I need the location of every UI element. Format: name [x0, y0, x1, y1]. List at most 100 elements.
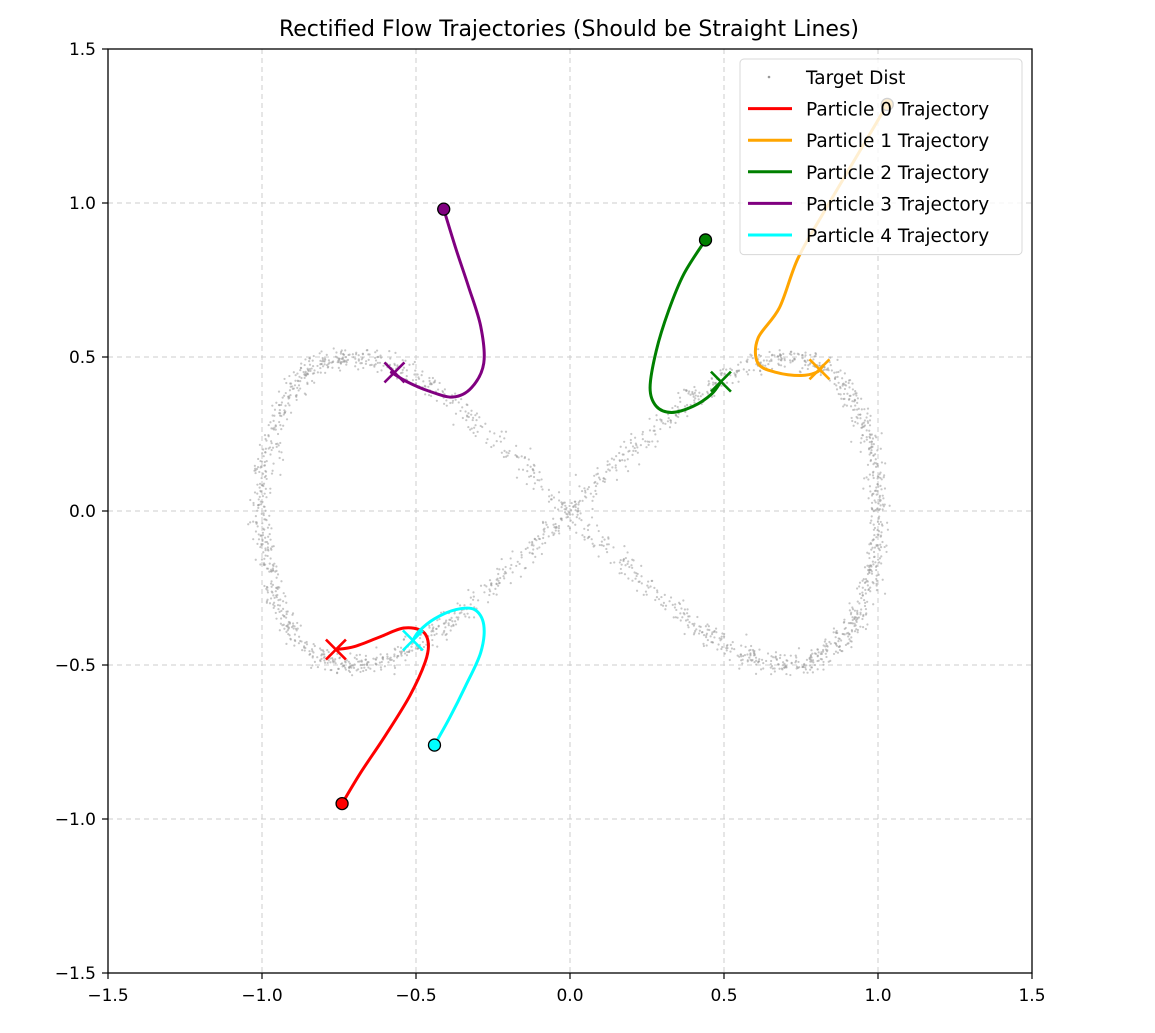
target-dist-point [604, 478, 607, 481]
target-dist-point [879, 447, 882, 450]
target-dist-point [660, 603, 663, 606]
target-dist-point [281, 614, 285, 617]
target-dist-point [788, 359, 792, 362]
target-dist-point [263, 492, 266, 495]
target-dist-point [884, 462, 887, 465]
target-dist-point [261, 472, 265, 475]
target-dist-point [860, 596, 863, 600]
axes-layer: −1.5 −1.0 −0.5 0.0 0.5 1.0 1.5−1.5−1.0−0.50.00… [55, 40, 1046, 1006]
target-dist-point [636, 446, 639, 449]
target-dist-point [445, 399, 448, 402]
target-dist-point [265, 460, 268, 463]
target-dist-point [869, 568, 873, 572]
target-dist-point [304, 374, 308, 377]
target-dist-point [361, 356, 364, 359]
target-dist-point [566, 515, 570, 519]
target-dist-point [470, 409, 473, 412]
target-dist-point [502, 575, 505, 578]
target-dist-point [337, 667, 340, 670]
target-dist-point [270, 585, 273, 588]
target-dist-point [470, 427, 473, 430]
target-dist-point [278, 408, 281, 412]
target-dist-point [593, 474, 596, 477]
target-dist-point [277, 390, 281, 393]
target-dist-point [762, 667, 765, 670]
target-dist-point [262, 455, 265, 458]
target-dist-point [279, 598, 282, 601]
target-dist-point [543, 530, 546, 533]
target-dist-point [516, 560, 519, 563]
target-dist-point [705, 632, 709, 635]
target-dist-point [357, 668, 360, 671]
target-dist-point [736, 369, 739, 372]
target-dist-point [364, 658, 367, 661]
target-dist-point [276, 432, 280, 436]
target-dist-point [742, 654, 745, 658]
target-dist-point [746, 360, 749, 364]
target-dist-point [380, 660, 383, 664]
target-dist-point [844, 384, 848, 387]
target-dist-point [501, 568, 505, 571]
target-dist-point [876, 490, 879, 493]
target-dist-point [316, 665, 320, 669]
target-dist-point [292, 622, 295, 625]
target-dist-point [676, 616, 679, 619]
target-dist-point [285, 381, 288, 385]
target-dist-point [868, 485, 872, 488]
target-dist-point [881, 503, 884, 506]
target-dist-point [266, 554, 269, 558]
target-dist-point [878, 557, 882, 560]
target-dist-point [297, 642, 301, 645]
target-dist-point [641, 430, 645, 434]
target-dist-point [303, 646, 306, 649]
target-dist-point [247, 523, 250, 526]
target-dist-point [666, 420, 670, 423]
target-dist-point [854, 390, 857, 393]
target-dist-point [261, 531, 264, 534]
target-dist-point [264, 549, 267, 552]
target-dist-point [879, 546, 883, 549]
target-dist-point [581, 499, 584, 502]
target-dist-point [284, 391, 287, 395]
target-dist-point [541, 488, 544, 491]
target-dist-point [710, 633, 714, 636]
target-dist-point [360, 666, 363, 670]
target-dist-point [851, 382, 854, 385]
target-dist-point [394, 648, 397, 651]
target-dist-point [859, 613, 862, 616]
target-dist-point [687, 392, 690, 395]
target-dist-point [785, 672, 788, 676]
target-dist-point [873, 546, 877, 549]
target-dist-point [630, 432, 633, 436]
target-dist-point [673, 606, 677, 609]
target-dist-point [308, 653, 311, 656]
target-dist-point [725, 647, 728, 650]
target-dist-point [485, 441, 488, 444]
target-dist-point [726, 643, 729, 647]
target-dist-point [284, 595, 287, 598]
target-dist-point [544, 521, 547, 524]
target-dist-point [467, 425, 470, 429]
target-dist-point [872, 443, 875, 446]
target-dist-point [876, 483, 879, 486]
target-dist-point [376, 361, 379, 364]
target-dist-point [879, 476, 882, 480]
target-dist-point [288, 634, 291, 637]
target-dist-point [605, 547, 608, 551]
target-dist-point [694, 394, 697, 397]
target-dist-point [253, 491, 257, 494]
target-dist-point [596, 467, 599, 470]
target-dist-point [809, 353, 812, 357]
target-dist-point [318, 352, 321, 355]
target-dist-point [345, 363, 348, 366]
target-dist-point [860, 423, 864, 426]
target-dist-point [804, 666, 807, 669]
target-dist-point [280, 401, 284, 404]
target-dist-point [834, 636, 837, 639]
target-dist-point [562, 501, 565, 504]
target-dist-point [632, 449, 635, 453]
target-dist-point [742, 368, 745, 371]
target-dist-point [883, 545, 886, 549]
target-dist-point [597, 476, 601, 479]
target-dist-point [262, 512, 265, 515]
